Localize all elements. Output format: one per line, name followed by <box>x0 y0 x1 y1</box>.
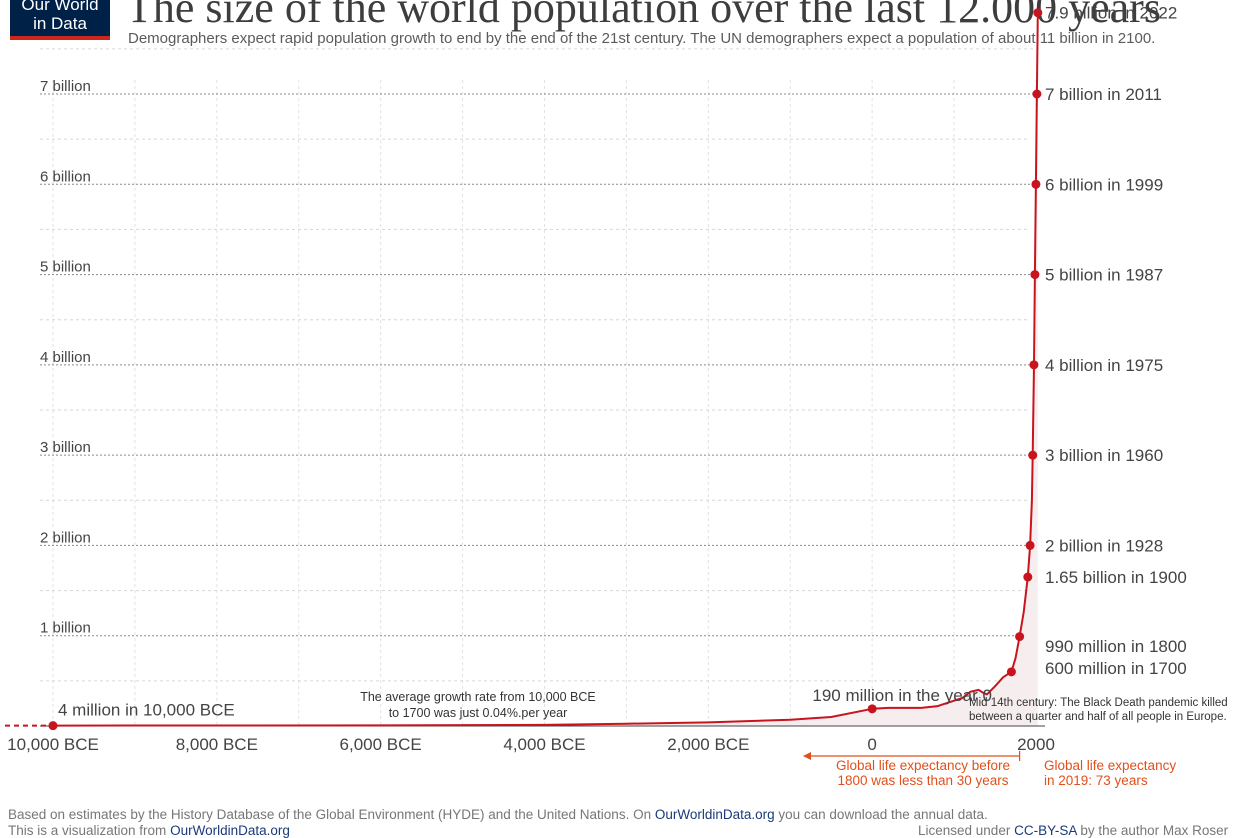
data-point-label: 7.9 billion in 2022 <box>1045 4 1177 23</box>
data-point-label: 990 million in 1800 <box>1045 637 1187 656</box>
logo-line-1: Our World <box>21 0 99 14</box>
data-point-label: 2 billion in 1928 <box>1045 536 1163 555</box>
data-point-label: 4 billion in 1975 <box>1045 356 1163 375</box>
data-point-label: 5 billion in 1987 <box>1045 266 1163 285</box>
y-tick-label: 7 billion <box>40 78 91 95</box>
x-tick-label: 10,000 BCE <box>7 735 99 754</box>
data-point <box>1028 450 1038 460</box>
data-point <box>48 721 58 731</box>
footer-visualization-link[interactable]: OurWorldinData.org <box>170 823 290 838</box>
logo-line-2: in Data <box>33 14 87 33</box>
growth-rate-annotation: The average growth rate from 10,000 BCE <box>360 690 596 704</box>
footer-license: Licensed under CC-BY-SA by the author Ma… <box>918 823 1228 838</box>
data-point-label: 6 billion in 1999 <box>1045 175 1163 194</box>
population-area <box>53 12 1038 726</box>
x-tick-label: 2,000 BCE <box>667 735 749 754</box>
life-expectancy-arrow-head <box>803 752 811 760</box>
data-point <box>1025 540 1035 550</box>
data-point <box>1032 89 1042 99</box>
x-tick-label: 2000 <box>1017 735 1055 754</box>
black-death-annotation: Mid 14th century: The Black Death pandem… <box>969 697 1228 709</box>
footer-source-text-end: you can download the annual data. <box>774 807 988 822</box>
y-tick-label: 1 billion <box>40 620 91 637</box>
x-tick-label: 6,000 BCE <box>340 735 422 754</box>
life-expectancy-2019-annotation: in 2019: 73 years <box>1044 773 1148 788</box>
y-tick-label: 2 billion <box>40 529 91 546</box>
data-point-label: 190 million in the year 0 <box>812 686 992 705</box>
data-point-label: 600 million in 1700 <box>1045 659 1187 678</box>
license-link[interactable]: CC-BY-SA <box>1014 823 1077 838</box>
life-expectancy-2019-annotation: Global life expectancy <box>1044 758 1176 773</box>
data-point-label: 7 billion in 2011 <box>1045 85 1162 104</box>
x-tick-label: 8,000 BCE <box>176 735 258 754</box>
x-tick-label: 0 <box>867 735 876 754</box>
x-tick-label: 4,000 BCE <box>503 735 585 754</box>
license-author: by the author Max Roser <box>1076 823 1229 838</box>
footer-visualization: This is a visualization from OurWorldinD… <box>8 823 290 838</box>
y-tick-label: 4 billion <box>40 349 91 366</box>
growth-rate-annotation: to 1700 was just 0.04%.per year <box>389 706 568 720</box>
life-expectancy-before-annotation: Global life expectancy before <box>836 758 1010 773</box>
license-text: Licensed under <box>918 823 1015 838</box>
owid-logo: Our World in Data <box>10 0 110 40</box>
data-point-label: 1.65 billion in 1900 <box>1045 568 1187 587</box>
chart-title: The size of the world population over th… <box>126 0 1161 32</box>
footer-source: Based on estimates by the History Databa… <box>8 807 988 822</box>
data-point-label: 4 million in 10,000 BCE <box>58 701 235 720</box>
data-point <box>1029 360 1039 370</box>
y-tick-label: 5 billion <box>40 259 91 276</box>
data-point <box>1031 179 1041 189</box>
y-tick-label: 6 billion <box>40 168 91 185</box>
data-point <box>1033 8 1043 18</box>
chart-subtitle: Demographers expect rapid population gro… <box>128 30 1156 47</box>
data-point <box>1015 632 1025 642</box>
data-point <box>1006 667 1016 677</box>
y-tick-label: 3 billion <box>40 439 91 456</box>
data-point <box>1030 270 1040 280</box>
population-line <box>52 12 1039 727</box>
footer-source-text: Based on estimates by the History Databa… <box>8 807 655 822</box>
life-expectancy-before-annotation: 1800 was less than 30 years <box>837 773 1008 788</box>
footer-source-link[interactable]: OurWorldinData.org <box>654 807 775 822</box>
footer-visualization-text: This is a visualization from <box>8 823 171 838</box>
data-point <box>867 704 877 714</box>
data-point-label: 3 billion in 1960 <box>1045 446 1163 465</box>
data-point <box>1023 572 1033 582</box>
black-death-annotation: between a quarter and half of all people… <box>969 711 1227 723</box>
